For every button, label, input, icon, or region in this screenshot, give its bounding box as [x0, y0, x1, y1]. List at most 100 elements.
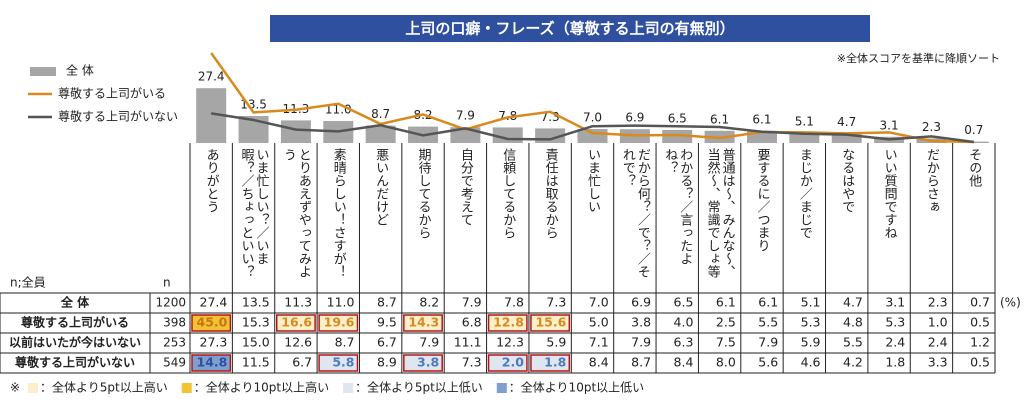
- bar: [577, 129, 608, 143]
- category-label: いま忙しい: [584, 148, 600, 213]
- row-n: 253: [163, 336, 186, 350]
- table-cell: 12.3: [496, 335, 524, 350]
- table-cell: 27.3: [200, 335, 228, 350]
- table-cell: 5.0: [589, 315, 609, 330]
- highlight-cell: [403, 314, 443, 332]
- table-cell: 5.9: [546, 335, 566, 350]
- bar: [958, 141, 989, 143]
- category-cell: とりあえずやってみよう: [275, 148, 317, 288]
- table-cell: 7.0: [589, 295, 609, 310]
- table-cell: 8.0: [716, 355, 736, 370]
- table-cell: 15.6: [535, 315, 566, 330]
- table-cell: 15.3: [242, 315, 270, 330]
- table-cell: 5.8: [332, 355, 354, 370]
- category-label: とりあえずやってみよう: [280, 148, 311, 278]
- table-cell: 1.0: [928, 315, 948, 330]
- table-cell: 0.5: [970, 355, 990, 370]
- table-cell: 6.1: [758, 295, 778, 310]
- footnote-mark: ※: [10, 381, 20, 395]
- table-cell: 2.4: [885, 335, 905, 350]
- table-cell: 8.9: [377, 355, 397, 370]
- table-cell: 2.5: [716, 315, 736, 330]
- table-cell: 2.0: [502, 355, 524, 370]
- table-cell: 8.7: [335, 335, 355, 350]
- title-bar: [270, 15, 870, 42]
- table-cell: 4.2: [843, 355, 863, 370]
- category-cell: 普通は～、みんな～、当然～、常識でしょ等: [698, 148, 740, 288]
- table-cell: 12.6: [284, 335, 312, 350]
- category-cell: 責任は取るから: [529, 148, 571, 288]
- category-cell: わかる？／言ったよね？: [656, 148, 698, 288]
- table-cell: 7.8: [504, 295, 524, 310]
- bar-value-label: 7.0: [583, 111, 602, 125]
- table-cell: 8.2: [419, 295, 439, 310]
- table-cell: 5.5: [758, 315, 778, 330]
- table-cell: 4.0: [674, 315, 694, 330]
- category-cell: 期待してるから: [402, 148, 444, 288]
- category-cell: 悪いんだけど: [359, 148, 401, 288]
- category-cell: いい質問ですね: [868, 148, 910, 288]
- unit-label: (%): [1000, 296, 1021, 310]
- bar-value-label: 3.1: [880, 118, 899, 132]
- table-cell: 5.1: [801, 295, 821, 310]
- table-cell: 5.5: [843, 335, 863, 350]
- highlight-cell: [530, 314, 571, 332]
- table-cell: 27.4: [200, 295, 228, 310]
- table-cell: 6.7: [377, 335, 397, 350]
- table-cell: 5.9: [801, 335, 821, 350]
- bar-value-label: 5.1: [795, 114, 814, 128]
- category-label: 責任は取るから: [542, 148, 558, 239]
- bar-value-label: 6.9: [625, 111, 644, 125]
- table-cell: 4.7: [843, 295, 863, 310]
- category-label: いま忙しい？／いま暇？／ちょっといい？: [238, 148, 269, 278]
- footnote-swatch: [343, 383, 354, 393]
- category-cell: だからさぁ: [910, 148, 952, 288]
- table-cell: 11.3: [284, 295, 312, 310]
- table-cell: 6.8: [462, 315, 482, 330]
- category-cell: まじか／まじで: [783, 148, 825, 288]
- row-n: 1200: [155, 296, 186, 310]
- bar-value-label: 0.7: [964, 123, 983, 137]
- table-cell: 2.3: [928, 295, 948, 310]
- category-cell: いま忙しい？／いま暇？／ちょっといい？: [232, 148, 274, 288]
- row-label: 尊敬する上司がいない: [15, 355, 135, 370]
- highlight-cell: [487, 314, 528, 332]
- table-cell: 16.6: [281, 315, 312, 330]
- table-cell: 6.9: [631, 295, 651, 310]
- category-cell: だから何？／で？／それで？: [614, 148, 656, 288]
- table-cell: 5.6: [758, 355, 778, 370]
- table-cell: 12.8: [493, 315, 524, 330]
- highlight-cell: [275, 314, 316, 332]
- bar-value-label: 6.5: [668, 112, 687, 126]
- table-cell: 3.3: [928, 355, 948, 370]
- category-label: 普通は～、みんな～、当然～、常識でしょ等: [704, 148, 735, 278]
- row-n: 549: [163, 356, 186, 370]
- footnote-label: ：全体より10pt以上低い: [509, 380, 644, 395]
- table-cell: 14.3: [408, 315, 439, 330]
- bar: [662, 130, 693, 143]
- table-cell: 14.8: [197, 355, 228, 370]
- table-cell: 11.5: [242, 355, 270, 370]
- table-cell: 7.3: [546, 295, 566, 310]
- bar-value-label: 2.3: [922, 120, 941, 134]
- table-cell: 1.2: [970, 335, 990, 350]
- line: [210, 112, 974, 144]
- legend-label: 尊敬する上司がいる: [58, 86, 166, 101]
- category-label: なるはやで: [839, 148, 855, 213]
- footnote-swatch: [496, 383, 507, 393]
- table-cell: 13.5: [242, 295, 270, 310]
- table-cell: 8.7: [377, 295, 397, 310]
- table-cell: 7.3: [462, 355, 482, 370]
- category-cell: いま忙しい: [571, 148, 613, 288]
- highlight-cell: [487, 354, 528, 372]
- footnote-label: ：全体より5pt以上低い: [355, 380, 483, 395]
- table-cell: 3.8: [631, 315, 651, 330]
- row-label: 以前はいたが今はいない: [9, 335, 141, 350]
- footnote-swatch: [181, 383, 192, 393]
- legend-swatch: [30, 67, 56, 76]
- table-cell: 7.9: [758, 335, 778, 350]
- footnote-label: ：全体より10pt以上高い: [194, 380, 329, 395]
- category-label: だからさぁ: [923, 148, 939, 213]
